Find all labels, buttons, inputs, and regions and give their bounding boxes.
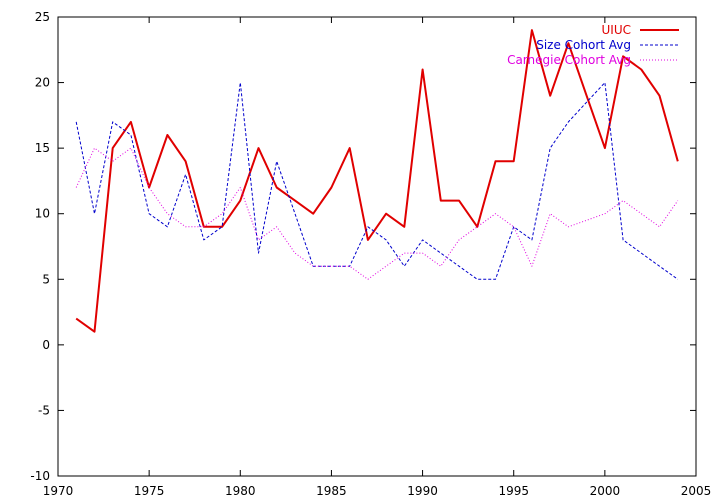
x-tick-label: 1990 <box>407 484 438 498</box>
y-tick-label: -5 <box>38 403 50 417</box>
x-tick-label: 1985 <box>316 484 347 498</box>
series-line-3 <box>75 147 679 280</box>
series-lines <box>75 29 679 333</box>
series-line-2 <box>75 82 679 280</box>
legend-label: UIUC <box>602 23 631 37</box>
x-tick-label: 1995 <box>498 484 529 498</box>
y-axis: -10 -5 0 5 10 15 20 25 <box>30 10 696 483</box>
x-tick-label: 2005 <box>681 484 712 498</box>
y-tick-label: -10 <box>30 469 50 483</box>
legend-label: Size Cohort Avg <box>536 38 631 52</box>
legend-label: Carnegie Cohort Avg <box>507 53 631 67</box>
y-tick-label: 10 <box>35 207 50 221</box>
y-tick-label: 15 <box>35 141 50 155</box>
x-tick-label: 2000 <box>590 484 621 498</box>
y-tick-label: 20 <box>35 76 50 90</box>
x-tick-label: 1975 <box>134 484 165 498</box>
x-axis: 1970 1975 1980 1985 1990 1995 2000 2005 <box>43 17 712 498</box>
series-line-1 <box>75 29 679 333</box>
y-tick-label: 0 <box>42 338 50 352</box>
y-tick-label: 25 <box>35 10 50 24</box>
y-tick-label: 5 <box>42 272 50 286</box>
x-tick-label: 1980 <box>225 484 256 498</box>
x-tick-label: 1970 <box>43 484 74 498</box>
plot-frame <box>57 16 697 477</box>
